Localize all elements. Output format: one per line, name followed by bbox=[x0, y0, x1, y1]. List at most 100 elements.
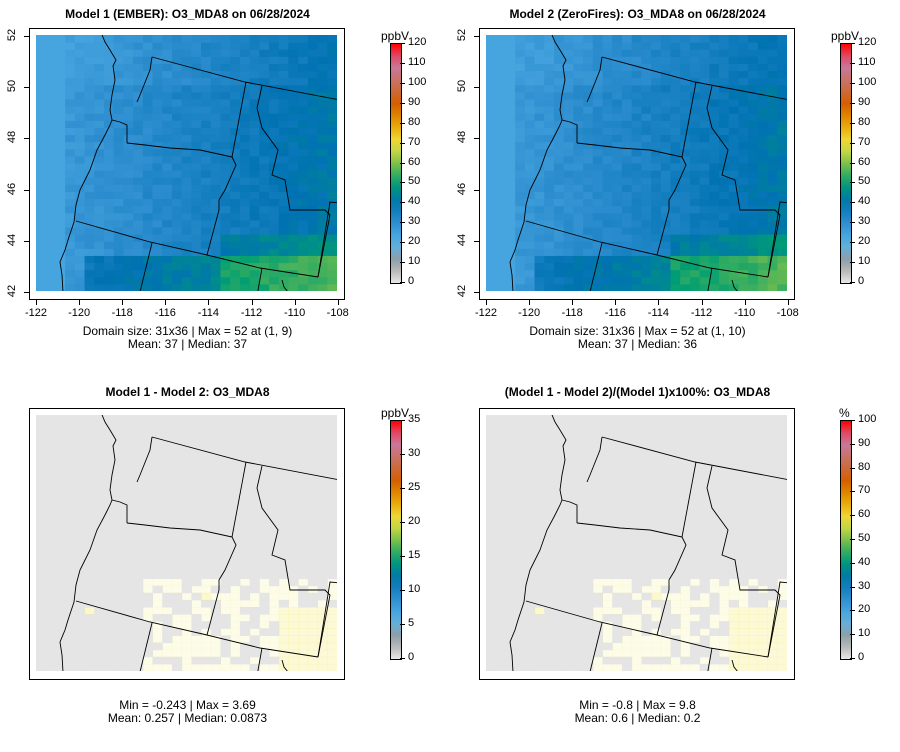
grid-cell bbox=[201, 106, 212, 114]
grid-cell bbox=[269, 99, 280, 107]
grid-cell bbox=[278, 49, 289, 57]
grid-cell bbox=[162, 141, 173, 150]
grid-cell bbox=[84, 649, 95, 658]
grid-cell bbox=[553, 35, 565, 43]
grid-cell bbox=[524, 91, 536, 100]
grid-cell bbox=[757, 255, 769, 264]
grid-cell bbox=[123, 628, 134, 636]
grid-cell bbox=[210, 127, 221, 136]
grid-cell bbox=[563, 599, 574, 608]
grid-cell bbox=[113, 155, 124, 164]
grid-cell bbox=[767, 592, 778, 601]
grid-cell bbox=[738, 120, 749, 128]
grid-cell bbox=[592, 42, 604, 50]
colorbar-tick-label: 80 bbox=[858, 115, 871, 128]
grid-cell bbox=[709, 269, 720, 278]
grid-cell bbox=[230, 429, 241, 437]
grid-cell bbox=[317, 77, 328, 86]
grid-cell bbox=[65, 464, 76, 473]
state-border bbox=[317, 581, 337, 658]
grid-cell bbox=[162, 56, 173, 64]
grid-cell bbox=[55, 528, 66, 537]
grid-cell bbox=[249, 248, 260, 256]
grid-cell bbox=[84, 621, 95, 629]
grid-cell bbox=[220, 276, 231, 285]
grid-cell bbox=[641, 486, 652, 494]
grid-cell bbox=[181, 219, 192, 228]
grid-cell bbox=[748, 283, 759, 291]
grid-cell bbox=[621, 415, 633, 423]
grid-cell bbox=[94, 234, 105, 242]
grid-cell bbox=[249, 564, 260, 572]
grid-cell bbox=[515, 422, 526, 430]
grid-cell bbox=[220, 84, 231, 93]
grid-cell bbox=[699, 550, 710, 558]
grid-cell bbox=[74, 262, 86, 271]
grid-cell bbox=[631, 35, 642, 43]
grid-cell bbox=[660, 84, 671, 93]
grid-cell bbox=[259, 113, 270, 121]
grid-cell bbox=[288, 70, 299, 79]
state-border bbox=[151, 56, 337, 100]
grid-cell bbox=[113, 127, 124, 136]
grid-cell bbox=[719, 471, 730, 480]
grid-cell bbox=[181, 77, 192, 86]
grid-cell bbox=[288, 642, 299, 651]
grid-cell bbox=[534, 212, 545, 221]
grid-cell bbox=[210, 607, 221, 615]
grid-cell bbox=[641, 255, 652, 264]
grid-cell bbox=[524, 241, 536, 249]
grid-cell bbox=[133, 614, 144, 622]
grid-cell bbox=[486, 127, 497, 136]
grid-cell bbox=[515, 276, 526, 285]
grid-cell bbox=[544, 656, 555, 665]
grid-cell bbox=[191, 120, 202, 128]
grid-cell bbox=[288, 415, 299, 423]
grid-cell bbox=[220, 493, 231, 501]
grid-cell bbox=[592, 564, 604, 572]
grid-cell bbox=[573, 443, 584, 452]
grid-cell bbox=[45, 521, 56, 530]
grid-cell bbox=[239, 422, 251, 430]
grid-cell bbox=[573, 571, 584, 580]
grid-cell bbox=[123, 450, 134, 459]
grid-cell bbox=[738, 543, 749, 551]
grid-cell bbox=[631, 177, 642, 185]
grid-cell bbox=[495, 77, 506, 86]
x-tick bbox=[251, 300, 253, 305]
grid-cell bbox=[699, 248, 710, 256]
grid-cell bbox=[307, 276, 319, 285]
grid-cell bbox=[651, 471, 662, 480]
grid-cell bbox=[201, 241, 212, 249]
grid-cell bbox=[505, 585, 516, 594]
grid-cell bbox=[152, 521, 163, 530]
grid-cell bbox=[515, 663, 526, 671]
grid-cell bbox=[307, 262, 319, 271]
grid-cell bbox=[133, 642, 144, 651]
grid-cell bbox=[74, 106, 86, 114]
grid-cell bbox=[123, 464, 134, 473]
grid-cell bbox=[709, 56, 720, 64]
grid-cell bbox=[65, 49, 76, 57]
grid-cell bbox=[307, 177, 319, 185]
grid-cell bbox=[553, 262, 565, 271]
grid-cell bbox=[592, 170, 604, 178]
grid-cell bbox=[757, 663, 769, 671]
grid-cell bbox=[495, 141, 506, 150]
grid-cell bbox=[486, 99, 497, 107]
grid-cell bbox=[278, 557, 289, 565]
grid-cell bbox=[288, 205, 299, 214]
grid-cell bbox=[728, 184, 739, 192]
grid-cell bbox=[123, 42, 134, 50]
grid-cell bbox=[660, 614, 671, 622]
grid-cell bbox=[505, 571, 516, 580]
grid-cell bbox=[298, 507, 309, 516]
grid-cell bbox=[757, 63, 769, 72]
grid-cell bbox=[505, 70, 516, 79]
grid-cell bbox=[239, 148, 251, 157]
grid-cell bbox=[142, 507, 154, 516]
grid-cell bbox=[592, 571, 604, 580]
grid-cell bbox=[201, 535, 212, 544]
colorbar-tick-label: 5 bbox=[408, 617, 415, 629]
grid-cell bbox=[621, 592, 633, 601]
